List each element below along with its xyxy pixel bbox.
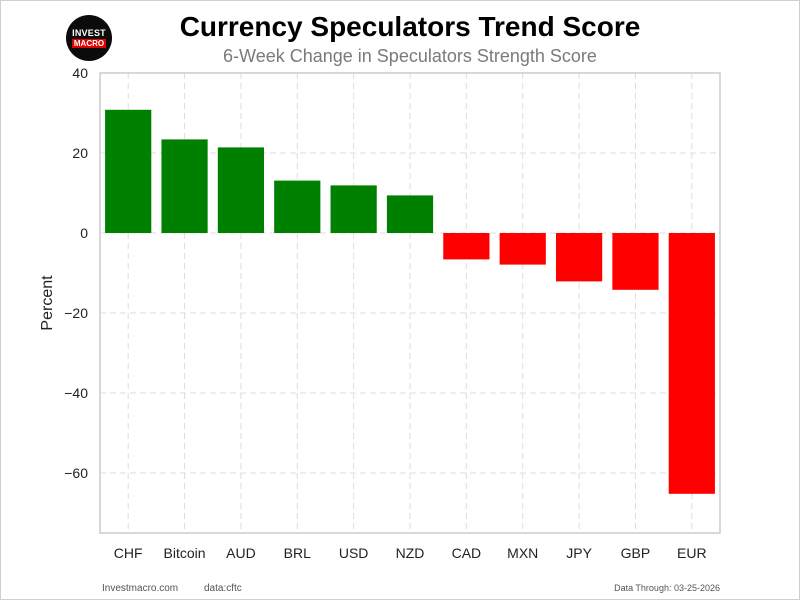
bar-usd (330, 185, 377, 233)
bar-bitcoin (161, 139, 208, 233)
footer-data-through: Data Through: 03-25-2026 (614, 583, 720, 593)
chart-title: Currency Speculators Trend Score (179, 11, 641, 42)
x-tick-label: CHF (114, 545, 143, 561)
logo-line-2: MACRO (72, 39, 106, 48)
chart-subtitle: 6-Week Change in Speculators Strength Sc… (223, 46, 597, 66)
y-tick-label: −20 (64, 305, 88, 321)
y-tick-label: −60 (64, 465, 88, 481)
bar-brl (274, 180, 321, 233)
bar-mxn (499, 233, 546, 265)
x-tick-label: Bitcoin (164, 545, 206, 561)
bar-cad (443, 233, 490, 260)
y-tick-label: 20 (72, 145, 88, 161)
x-tick-label: BRL (284, 545, 311, 561)
bar-nzd (386, 195, 434, 233)
bar-eur (668, 233, 715, 494)
x-tick-label: NZD (396, 545, 425, 561)
bar-gbp (612, 233, 659, 290)
x-tick-label: MXN (507, 545, 538, 561)
bar-chf (105, 109, 152, 233)
x-tick-label: GBP (621, 545, 651, 561)
logo-line-1: INVEST (72, 28, 106, 38)
footer-source: data:cftc (204, 583, 242, 594)
bar-jpy (555, 233, 603, 282)
footer-site: Investmacro.com (102, 583, 179, 594)
x-tick-label: AUD (226, 545, 256, 561)
x-tick-label: CAD (452, 545, 482, 561)
x-tick-label: EUR (677, 545, 707, 561)
plot-border (99, 72, 721, 534)
y-tick-label: 40 (72, 65, 88, 81)
x-tick-label: USD (339, 545, 369, 561)
y-tick-label: −40 (64, 385, 88, 401)
y-tick-label: 0 (80, 225, 88, 241)
investmacro-logo: INVEST MACRO (66, 15, 112, 61)
bar-aud (217, 147, 265, 233)
y-axis-label: Percent (39, 275, 56, 331)
x-tick-label: JPY (566, 545, 592, 561)
